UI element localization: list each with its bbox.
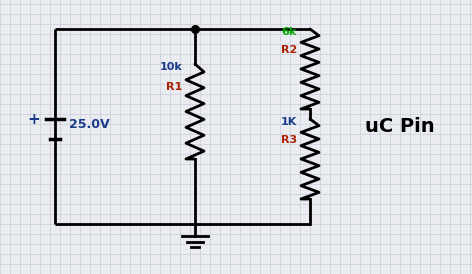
- Text: +: +: [27, 112, 40, 127]
- Text: R2: R2: [281, 45, 297, 55]
- Text: R3: R3: [281, 135, 297, 145]
- Text: uC Pin: uC Pin: [365, 116, 435, 136]
- Text: 10k: 10k: [159, 62, 182, 72]
- Text: 6k: 6k: [282, 27, 297, 37]
- Text: R1: R1: [166, 82, 182, 92]
- Text: 1K: 1K: [281, 117, 297, 127]
- Text: 25.0V: 25.0V: [69, 118, 110, 132]
